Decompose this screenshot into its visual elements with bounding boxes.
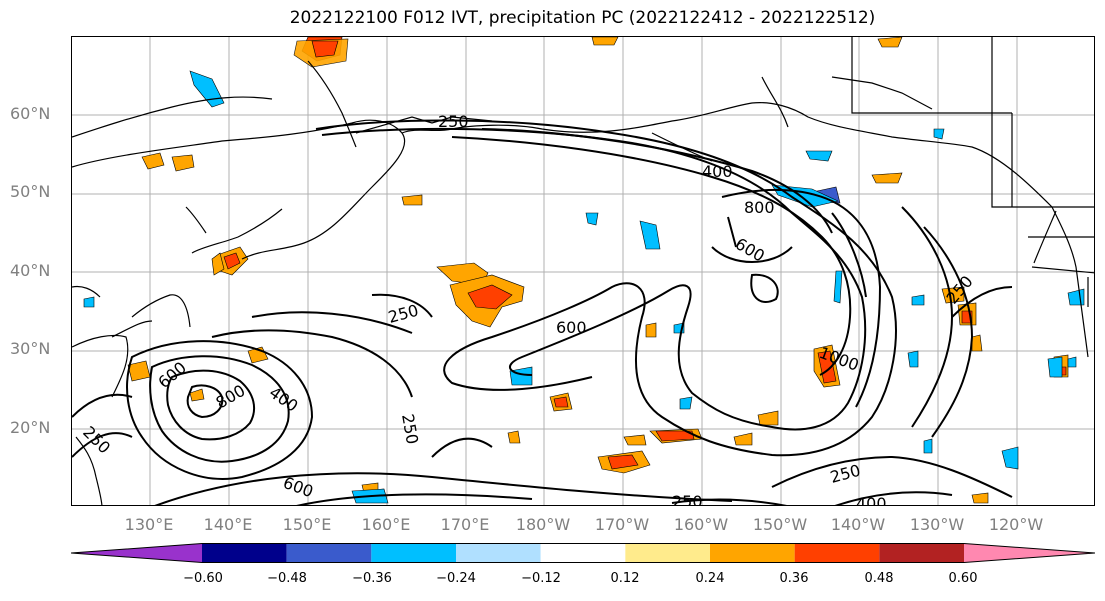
contour-label: 600 xyxy=(281,473,316,501)
lon-label-120w: 120°W xyxy=(988,515,1044,534)
contour-label: 800 xyxy=(213,381,249,413)
map-panel: 250 400 800 600 250 600 1000 250 600 800… xyxy=(71,36,1095,506)
colorbar-segment xyxy=(540,543,626,563)
colorbar-segments xyxy=(71,543,1095,563)
lat-label-50n: 50°N xyxy=(10,182,51,201)
contour-label: 400 xyxy=(266,383,302,416)
lat-label-40n: 40°N xyxy=(10,261,51,280)
colorbar-segment xyxy=(202,543,287,563)
colorbar-outline xyxy=(71,543,1095,563)
colorbar-segment xyxy=(710,543,795,563)
map-title: 2022122100 F012 IVT, precipitation PC (2… xyxy=(289,8,876,28)
contour-label: 250 xyxy=(386,301,420,327)
colorbar-segment xyxy=(794,543,880,563)
contour-label: 250 xyxy=(398,412,422,445)
colorbar-tick: −0.12 xyxy=(521,571,561,586)
colorbar-segment xyxy=(625,543,710,563)
colorbar-tick: 0.36 xyxy=(779,571,809,586)
contour-label: 600 xyxy=(556,318,587,337)
colorbar-tick: −0.48 xyxy=(267,571,307,586)
lon-label-140w: 140°W xyxy=(830,515,886,534)
contour-label: 800 xyxy=(744,198,775,217)
lon-label-140e: 140°E xyxy=(203,515,253,534)
colorbar-segment xyxy=(964,543,1095,563)
ivt-contours xyxy=(72,119,1013,505)
lat-label-30n: 30°N xyxy=(10,339,51,358)
lat-label-60n: 60°N xyxy=(10,104,51,123)
lon-label-160w: 160°W xyxy=(673,515,729,534)
contour-label: 250 xyxy=(79,422,114,457)
colorbar-tick: −0.60 xyxy=(183,571,223,586)
lon-label-160e: 160°E xyxy=(361,515,411,534)
colorbar-tick: 0.12 xyxy=(610,571,640,586)
lon-label-150w: 150°W xyxy=(752,515,808,534)
contour-label: 250 xyxy=(672,492,703,506)
colorbar-segment xyxy=(71,543,202,563)
lon-label-170w: 170°W xyxy=(594,515,650,534)
lat-label-20n: 20°N xyxy=(10,418,51,437)
graticule xyxy=(72,37,1094,505)
lon-label-150e: 150°E xyxy=(282,515,332,534)
ivt-contour-labels: 250 400 800 600 250 600 1000 250 600 800… xyxy=(79,112,977,506)
colorbar-segment xyxy=(456,543,541,563)
colorbar-tick: 0.24 xyxy=(695,571,725,586)
colorbar-tick: 0.60 xyxy=(948,571,978,586)
lon-label-180w: 180°W xyxy=(515,515,571,534)
contour-label: 400 xyxy=(702,162,733,181)
colorbar-segment xyxy=(879,543,964,563)
colorbar xyxy=(71,543,1095,563)
lon-label-170e: 170°E xyxy=(440,515,490,534)
contour-label: 250 xyxy=(438,112,469,131)
contour-label: 400 xyxy=(856,494,887,506)
lon-label-130w: 130°W xyxy=(909,515,965,534)
colorbar-segment xyxy=(371,543,456,563)
lon-label-130e: 130°E xyxy=(124,515,174,534)
colorbar-tick: 0.48 xyxy=(864,571,894,586)
colorbar-tick: −0.24 xyxy=(436,571,476,586)
colorbar-tick: −0.36 xyxy=(352,571,392,586)
map-canvas: 250 400 800 600 250 600 1000 250 600 800… xyxy=(72,37,1094,506)
colorbar-segment xyxy=(286,543,372,563)
